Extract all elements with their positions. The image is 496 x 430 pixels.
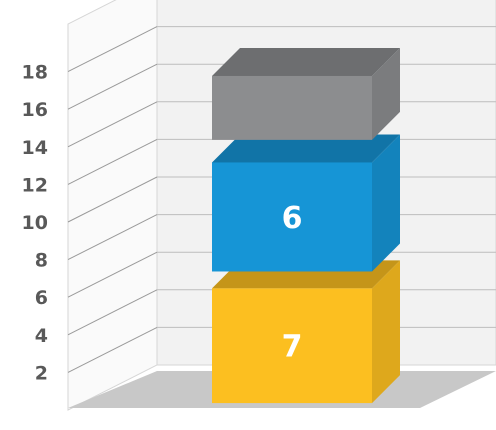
- y-axis-tick-labels: 2 4 6 8 10 12 14 16 18: [22, 62, 48, 385]
- y-tick-label: 4: [35, 325, 48, 347]
- stacked-bar: 76: [212, 47, 400, 404]
- y-tick-label: 18: [22, 62, 48, 84]
- gridline-side: [67, 289, 158, 336]
- bar-data-label: 6: [282, 201, 303, 236]
- gridline-side: [67, 101, 158, 148]
- gridline-side: [67, 176, 158, 223]
- y-tick-label: 2: [35, 362, 48, 384]
- y-tick-label: 12: [22, 174, 48, 196]
- y-tick-label: 16: [22, 99, 48, 121]
- gridline-side: [67, 326, 158, 373]
- gridline-side: [67, 138, 158, 185]
- bar-segment-top: [212, 134, 400, 163]
- y-tick-label: 6: [35, 287, 48, 309]
- bar-segment-top: [212, 47, 400, 76]
- bar-data-label: 7: [282, 330, 303, 365]
- side-wall: [67, 0, 158, 411]
- bar-segment-front: [212, 162, 372, 272]
- y-tick-label: 10: [22, 212, 48, 234]
- gridline-side: [67, 214, 158, 261]
- bar-segment-side: [372, 260, 400, 404]
- bar-segment-front: [212, 75, 372, 140]
- y-tick-label: 8: [35, 250, 48, 272]
- gridline-side: [67, 63, 158, 110]
- bar-segment-side: [372, 134, 400, 272]
- bar-segment-front: [212, 288, 372, 404]
- bar-segment-side: [372, 47, 400, 140]
- gridline-side: [67, 26, 158, 73]
- gridline-side: [67, 251, 158, 298]
- y-tick-label: 14: [22, 137, 48, 159]
